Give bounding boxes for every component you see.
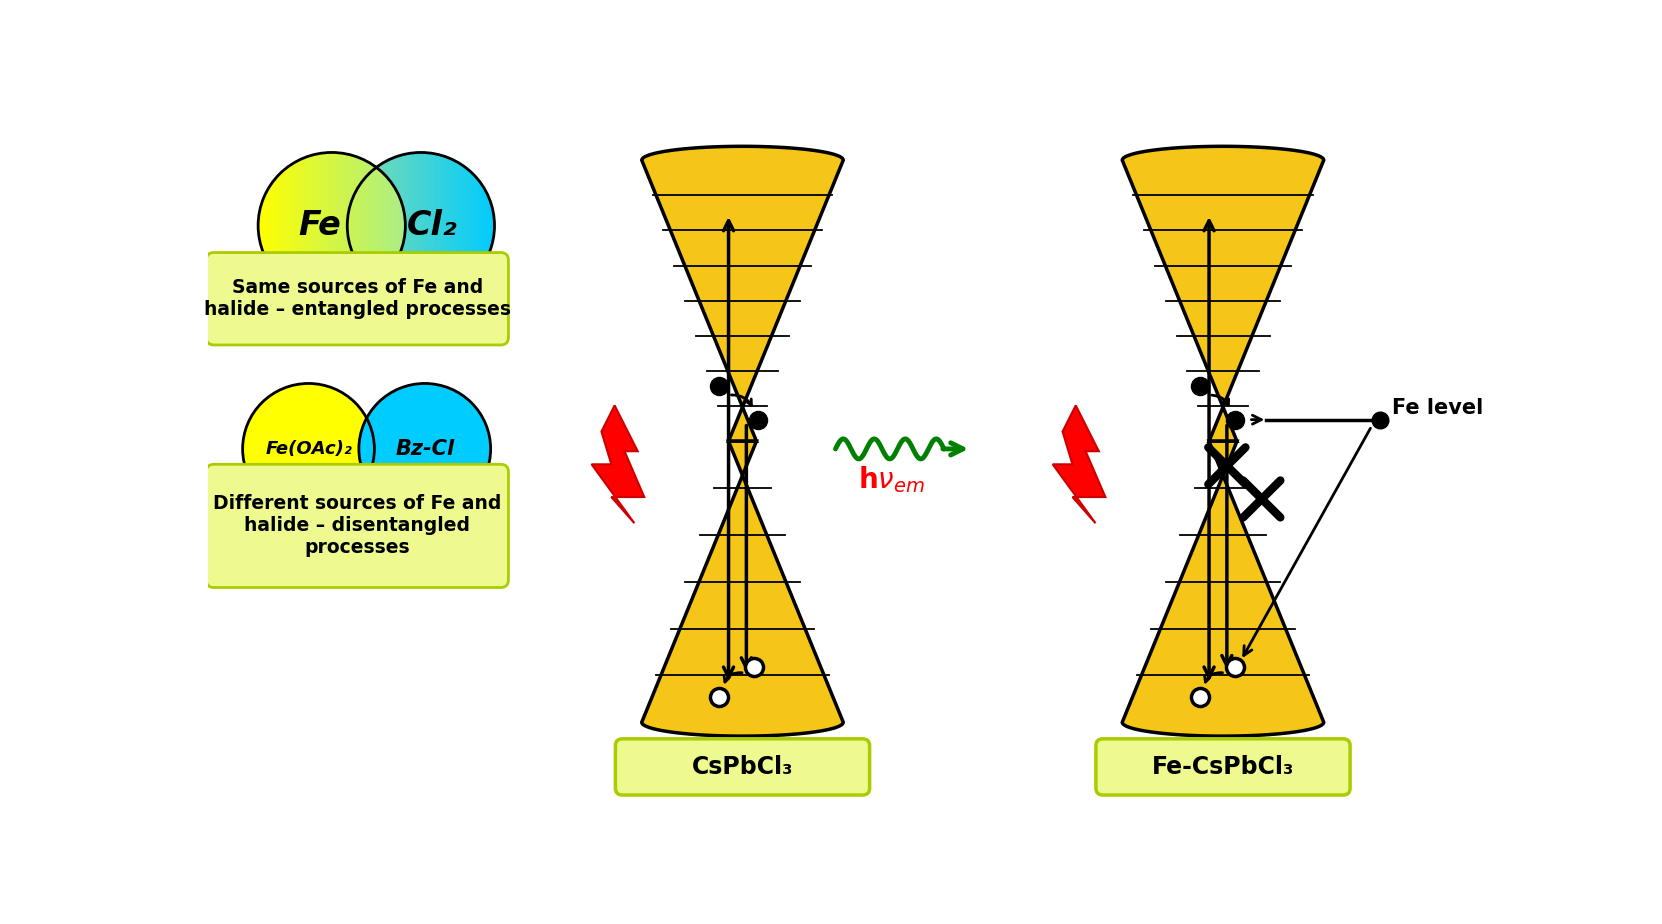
Text: Different sources of Fe and
halide – disentangled
processes: Different sources of Fe and halide – dis… bbox=[213, 493, 502, 556]
Polygon shape bbox=[1122, 441, 1323, 736]
Text: Fe-CsPbCl₃: Fe-CsPbCl₃ bbox=[1152, 755, 1295, 779]
Polygon shape bbox=[592, 406, 645, 523]
Text: CsPbCl₃: CsPbCl₃ bbox=[691, 755, 793, 779]
Text: Cl₂: Cl₂ bbox=[407, 209, 457, 242]
Polygon shape bbox=[642, 146, 843, 441]
Polygon shape bbox=[1122, 146, 1323, 441]
FancyBboxPatch shape bbox=[206, 252, 509, 345]
Text: h$\nu_{em}$: h$\nu_{em}$ bbox=[858, 464, 924, 495]
Circle shape bbox=[359, 383, 490, 515]
Text: Bz-Cl: Bz-Cl bbox=[396, 439, 454, 459]
FancyBboxPatch shape bbox=[206, 465, 509, 588]
FancyBboxPatch shape bbox=[615, 739, 869, 795]
Circle shape bbox=[243, 383, 374, 515]
Polygon shape bbox=[642, 441, 843, 736]
Polygon shape bbox=[1052, 406, 1105, 523]
Text: Fe(OAc)₂: Fe(OAc)₂ bbox=[266, 440, 352, 458]
Text: Fe: Fe bbox=[299, 209, 341, 242]
Text: Same sources of Fe and
halide – entangled processes: Same sources of Fe and halide – entangle… bbox=[204, 278, 510, 320]
FancyBboxPatch shape bbox=[1095, 739, 1350, 795]
Text: Fe level: Fe level bbox=[1393, 398, 1483, 418]
